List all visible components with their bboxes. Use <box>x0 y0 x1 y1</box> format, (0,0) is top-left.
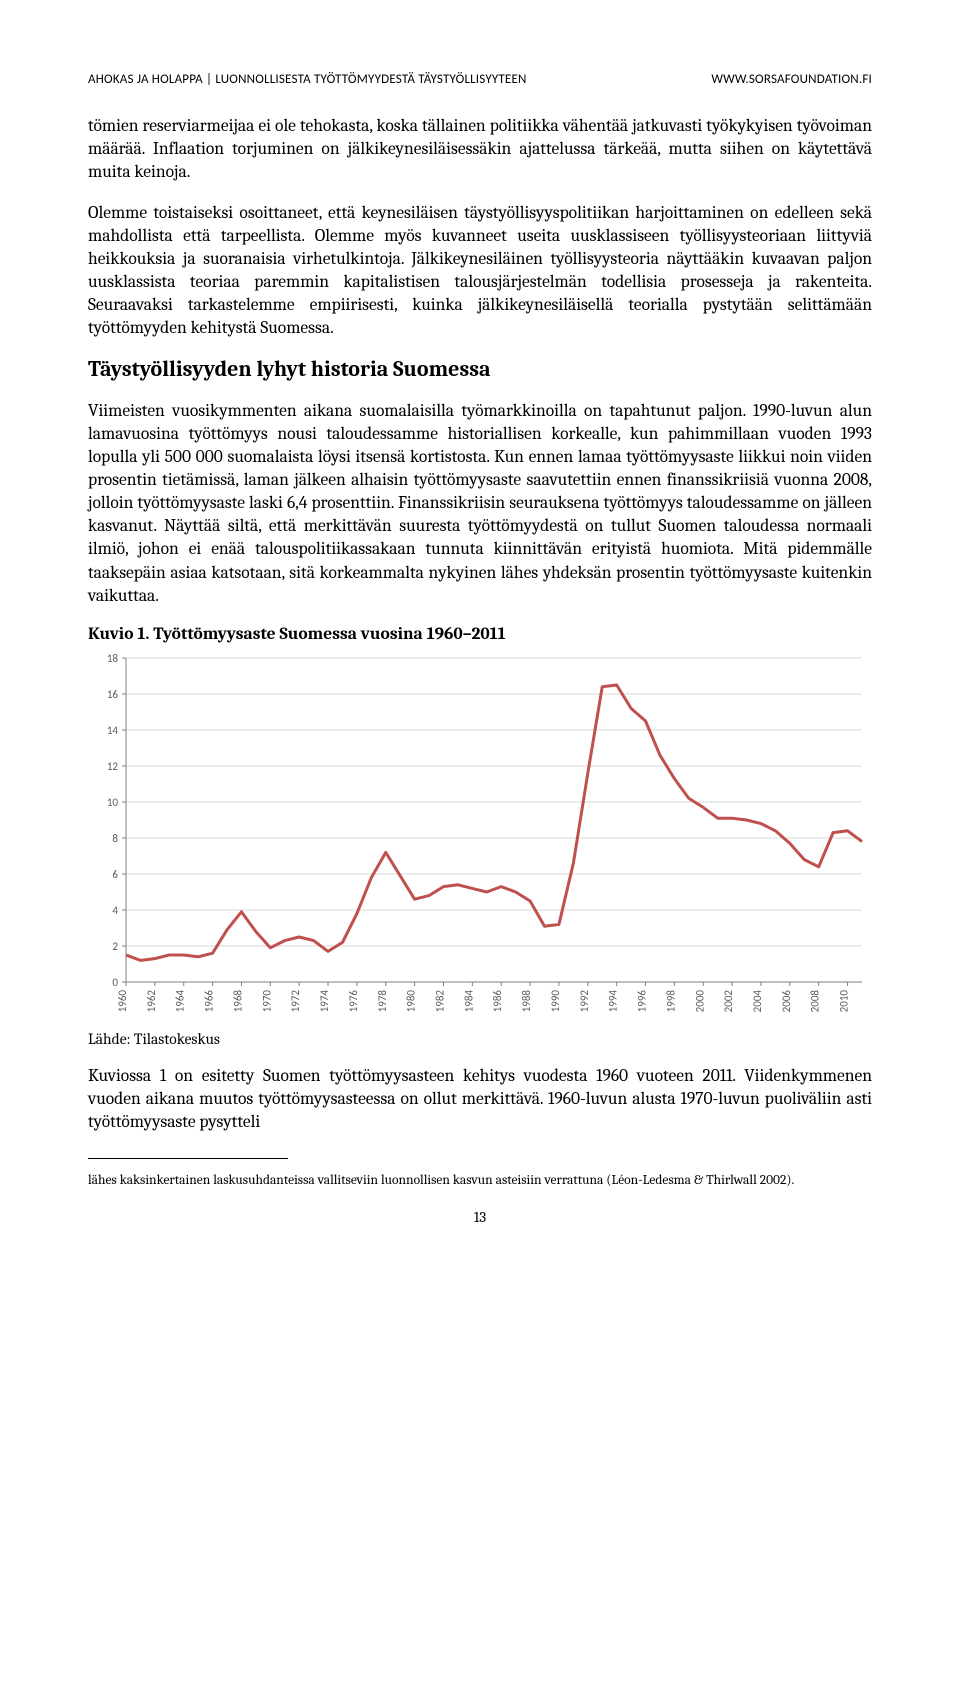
paragraph-1: tömien reserviarmeijaa ei ole tehokasta,… <box>88 115 872 184</box>
figure-source: Lähde: Tilastokeskus <box>88 1030 872 1048</box>
page-header: AHOKAS JA HOLAPPA | LUONNOLLISESTA TYÖTT… <box>88 72 872 87</box>
paragraph-4: Kuviossa 1 on esitetty Suomen työttömyys… <box>88 1065 872 1134</box>
svg-text:1980: 1980 <box>405 989 418 1012</box>
svg-text:1982: 1982 <box>433 989 446 1012</box>
svg-text:1990: 1990 <box>549 989 562 1012</box>
svg-text:1960: 1960 <box>116 989 129 1012</box>
svg-text:16: 16 <box>107 688 119 701</box>
header-right: WWW.SORSAFOUNDATION.FI <box>711 72 872 87</box>
svg-text:2004: 2004 <box>751 989 764 1012</box>
paragraph-2: Olemme toistaiseksi osoittaneet, että ke… <box>88 202 872 341</box>
svg-text:1976: 1976 <box>347 989 360 1012</box>
svg-text:12: 12 <box>107 760 119 773</box>
section-title: Täystyöllisyyden lyhyt historia Suomessa <box>88 356 872 382</box>
svg-text:18: 18 <box>107 652 119 665</box>
svg-text:6: 6 <box>112 868 118 881</box>
svg-text:4: 4 <box>112 904 118 917</box>
svg-text:2000: 2000 <box>693 989 706 1012</box>
svg-text:1986: 1986 <box>491 989 504 1012</box>
page-container: AHOKAS JA HOLAPPA | LUONNOLLISESTA TYÖTT… <box>0 0 960 1266</box>
paragraph-3: Viimeisten vuosikymmenten aikana suomala… <box>88 400 872 608</box>
svg-text:1968: 1968 <box>231 989 244 1012</box>
unemployment-chart: 0 2 4 6 8 10 12 14 16 18 1960 1962 1964 1966 1968 1970 1… <box>88 648 872 1018</box>
svg-text:8: 8 <box>112 832 118 845</box>
svg-text:2006: 2006 <box>780 989 793 1012</box>
svg-text:1966: 1966 <box>203 989 216 1012</box>
svg-text:1974: 1974 <box>318 989 331 1012</box>
svg-text:1998: 1998 <box>664 989 677 1012</box>
figure-title: Kuvio 1. Työttömyysaste Suomessa vuosina… <box>88 624 872 644</box>
svg-text:1996: 1996 <box>636 989 649 1012</box>
svg-text:10: 10 <box>107 796 119 809</box>
svg-text:1988: 1988 <box>520 989 533 1012</box>
svg-text:1978: 1978 <box>376 989 389 1012</box>
svg-text:1962: 1962 <box>145 989 158 1012</box>
svg-text:2010: 2010 <box>838 989 851 1012</box>
svg-text:1994: 1994 <box>607 989 620 1012</box>
svg-text:2008: 2008 <box>809 989 822 1012</box>
footnote-text: lähes kaksinkertainen laskusuhdanteissa … <box>88 1173 872 1190</box>
footnote-rule <box>88 1158 288 1159</box>
svg-text:1992: 1992 <box>578 989 591 1012</box>
svg-text:1984: 1984 <box>462 989 475 1012</box>
svg-text:0: 0 <box>112 976 118 989</box>
svg-text:2002: 2002 <box>722 989 735 1012</box>
chart-svg: 0 2 4 6 8 10 12 14 16 18 1960 1962 1964 1966 1968 1970 1… <box>88 648 872 1018</box>
svg-text:1964: 1964 <box>174 989 187 1012</box>
svg-text:1970: 1970 <box>260 989 273 1012</box>
header-left: AHOKAS JA HOLAPPA | LUONNOLLISESTA TYÖTT… <box>88 72 527 87</box>
svg-text:2: 2 <box>112 940 118 953</box>
page-number: 13 <box>88 1208 872 1226</box>
svg-text:1972: 1972 <box>289 989 302 1012</box>
svg-text:14: 14 <box>107 724 119 737</box>
